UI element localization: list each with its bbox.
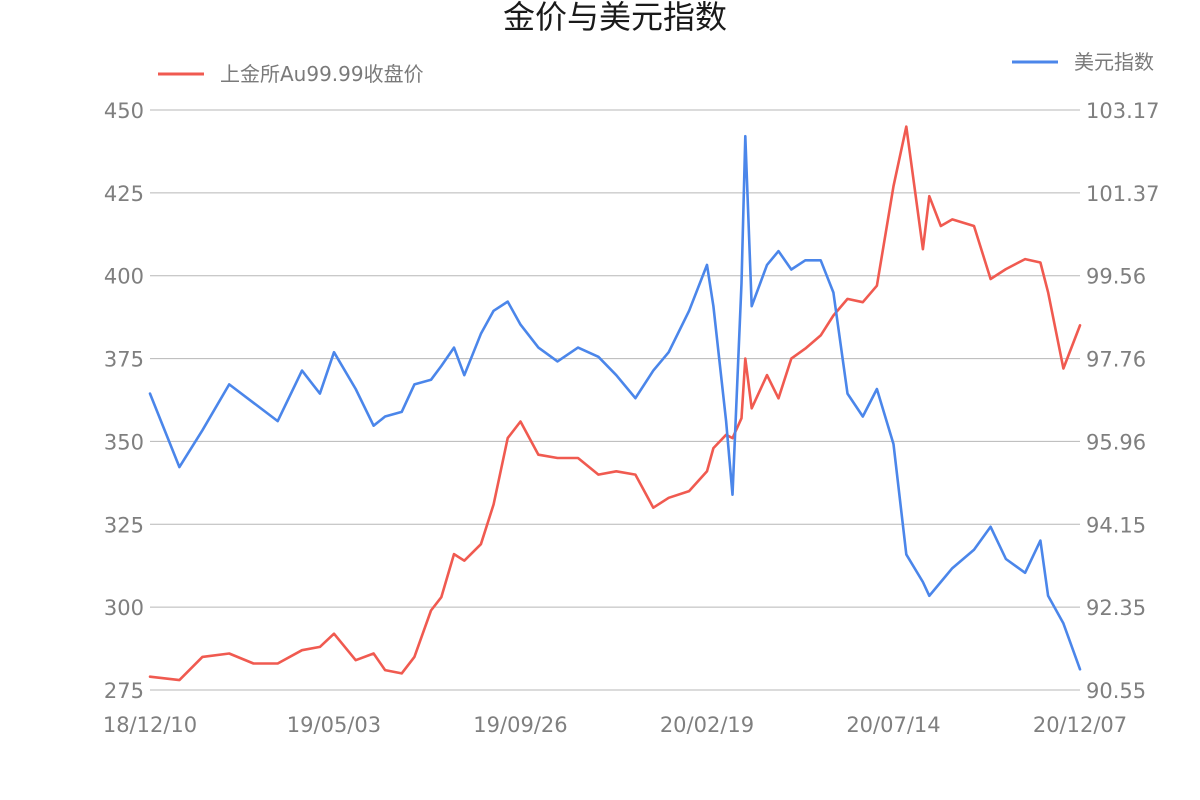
series-layer xyxy=(148,125,1082,682)
left-y-tick-label: 425 xyxy=(104,182,144,206)
left-y-tick-label: 450 xyxy=(104,99,144,123)
legend-item-gold: 上金所Au99.99收盘价 xyxy=(158,62,424,86)
left-y-tick-label: 375 xyxy=(104,348,144,372)
right-y-tick-label: 97.76 xyxy=(1086,348,1146,372)
right-y-tick-label: 94.15 xyxy=(1086,513,1146,537)
right-y-tick-label: 90.55 xyxy=(1086,679,1146,703)
left-y-tick-label: 400 xyxy=(104,265,144,289)
legend-label-dollar-index: 美元指数 xyxy=(1074,50,1154,74)
right-y-tick-label: 103.17 xyxy=(1086,99,1159,123)
right-y-tick-label: 95.96 xyxy=(1086,430,1146,454)
gold-price-line xyxy=(148,125,1082,682)
left-y-tick-label: 350 xyxy=(104,430,144,454)
legend-item-dollar-index: 美元指数 xyxy=(1012,50,1154,74)
right-y-tick-label: 92.35 xyxy=(1086,596,1146,620)
x-tick-label: 19/05/03 xyxy=(287,713,381,737)
gridlines xyxy=(150,109,1080,691)
left-y-axis: 275 300 325 350 375 400 425 450 xyxy=(104,99,144,703)
x-axis: 18/12/10 19/05/03 19/09/26 20/02/19 20/07/14… xyxy=(103,713,1127,737)
x-tick-label: 20/02/19 xyxy=(660,713,754,737)
x-tick-label: 19/09/26 xyxy=(473,713,567,737)
x-tick-label: 18/12/10 xyxy=(103,713,197,737)
x-tick-label: 20/07/14 xyxy=(846,713,940,737)
legend-label-gold: 上金所Au99.99收盘价 xyxy=(220,62,424,86)
right-y-tick-label: 99.56 xyxy=(1086,265,1146,289)
right-y-tick-label: 101.37 xyxy=(1086,182,1159,206)
x-tick-label: 20/12/07 xyxy=(1033,713,1127,737)
dollar-index-line xyxy=(148,134,1082,671)
right-y-axis: 90.55 92.35 94.15 95.96 97.76 99.56 101.37 103.… xyxy=(1086,99,1159,703)
left-y-tick-label: 275 xyxy=(104,679,144,703)
left-y-tick-label: 300 xyxy=(104,596,144,620)
left-y-tick-label: 325 xyxy=(104,513,144,537)
chart-title: 金价与美元指数 xyxy=(503,0,727,36)
